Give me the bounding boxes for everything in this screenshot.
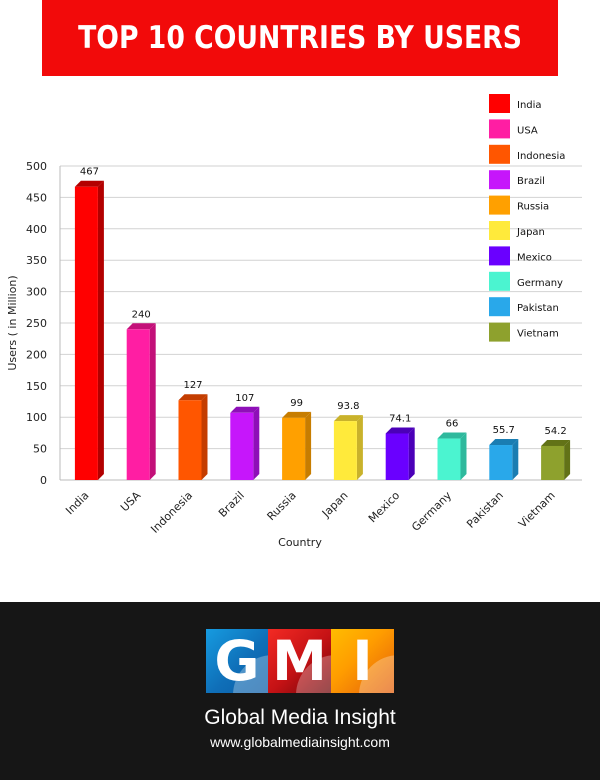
bar-side-india	[97, 180, 104, 480]
x-tick-label-india: India	[63, 489, 91, 517]
bar-india	[74, 186, 98, 480]
bar-russia	[282, 417, 306, 480]
bar-top-indonesia	[178, 394, 208, 401]
y-tick-label-500: 500	[26, 160, 47, 173]
data-label-usa: 240	[132, 309, 151, 320]
data-label-indonesia: 127	[183, 380, 202, 391]
y-tick-label-50: 50	[33, 443, 47, 456]
y-tick-label-100: 100	[26, 411, 47, 424]
y-tick-label-250: 250	[26, 317, 47, 330]
logo-letter-g-text: G	[214, 629, 260, 693]
legend-label-brazil: Brazil	[517, 176, 545, 187]
y-tick-label-400: 400	[26, 223, 47, 236]
legend-label-germany: Germany	[517, 278, 563, 289]
legend-label-japan: Japan	[516, 227, 545, 238]
x-tick-label-vietnam: Vietnam	[516, 489, 558, 531]
y-tick-label-200: 200	[26, 348, 47, 361]
bar-side-japan	[356, 415, 363, 480]
data-label-russia: 99	[290, 398, 303, 409]
legend-swatch-vietnam	[489, 322, 510, 342]
bar-top-usa	[126, 323, 156, 330]
bar-top-vietnam	[541, 439, 571, 446]
bar-germany	[437, 438, 461, 480]
data-label-germany: 66	[446, 419, 459, 430]
bar-mexico	[385, 433, 409, 480]
bar-top-japan	[333, 415, 363, 422]
x-tick-label-indonesia: Indonesia	[148, 489, 195, 536]
bar-side-vietnam	[564, 439, 571, 480]
data-label-pakistan: 55.7	[493, 425, 515, 436]
brand-url-link[interactable]: www.globalmediainsight.com	[210, 734, 390, 750]
bar-top-pakistan	[489, 439, 519, 446]
legend-label-vietnam: Vietnam	[517, 329, 559, 340]
legend-swatch-japan	[489, 221, 510, 240]
data-label-india: 467	[80, 167, 99, 178]
logo-letter-i: I	[331, 629, 394, 693]
y-tick-label-450: 450	[26, 191, 47, 204]
logo-letter-g: G	[206, 629, 268, 693]
logo-letter-i-text: I	[352, 629, 373, 693]
x-tick-label-japan: Japan	[319, 489, 351, 521]
legend-swatch-pakistan	[489, 297, 510, 317]
bar-usa	[126, 329, 150, 480]
y-axis-title: Users ( in Million)	[6, 275, 19, 370]
x-tick-label-germany: Germany	[409, 489, 454, 534]
bar-top-brazil	[230, 406, 260, 413]
bar-pakistan	[489, 445, 513, 480]
x-tick-label-russia: Russia	[265, 489, 299, 523]
brand-name: Global Media Insight	[204, 706, 396, 729]
legend-label-usa: USA	[517, 125, 538, 136]
bar-top-germany	[437, 432, 467, 439]
x-tick-label-pakistan: Pakistan	[464, 489, 506, 531]
logo-letter-m: M	[268, 629, 331, 693]
legend-swatch-usa	[489, 119, 510, 139]
legend-swatch-russia	[489, 195, 510, 215]
data-label-japan: 93.8	[337, 401, 359, 412]
legend-label-mexico: Mexico	[517, 252, 552, 263]
legend-swatch-germany	[489, 271, 510, 291]
users-bar-chart: 0 50 100 150 200 250 300 350 400 450 500 467 India 24…	[6, 94, 582, 549]
legend-label-indonesia: Indonesia	[517, 151, 565, 162]
bar-side-indonesia	[201, 394, 208, 480]
legend-swatch-brazil	[489, 170, 510, 190]
bar-brazil	[230, 412, 254, 480]
legend-label-russia: Russia	[517, 202, 549, 213]
legend-swatch-mexico	[489, 246, 510, 266]
x-tick-label-mexico: Mexico	[366, 489, 403, 526]
x-tick-label-usa: USA	[118, 489, 144, 515]
bar-japan	[333, 421, 357, 480]
legend-swatch-india	[489, 94, 510, 113]
bar-vietnam	[541, 445, 565, 480]
y-tick-label-350: 350	[26, 254, 47, 267]
legend-label-pakistan: Pakistan	[517, 303, 559, 314]
data-label-brazil: 107	[235, 393, 254, 404]
data-label-vietnam: 54.2	[544, 426, 566, 437]
bar-top-mexico	[385, 427, 415, 434]
y-tick-label-300: 300	[26, 286, 47, 299]
legend-label-india: India	[517, 100, 542, 111]
legend-swatch-indonesia	[489, 144, 510, 164]
bar-top-india	[74, 180, 104, 187]
bar-side-usa	[149, 323, 156, 480]
x-axis-title: Country	[278, 536, 322, 549]
bar-top-russia	[282, 411, 312, 418]
bar-side-brazil	[253, 406, 260, 480]
bar-indonesia	[178, 400, 202, 480]
y-tick-label-150: 150	[26, 380, 47, 393]
page-title: TOP 10 COUNTRIES BY USERS	[42, 0, 558, 76]
bar-side-russia	[305, 411, 312, 480]
logo-letter-m-text: M	[272, 629, 327, 693]
chart-area: 0 50 100 150 200 250 300 350 400 450 500 467 India 24…	[0, 76, 600, 602]
data-label-mexico: 74.1	[389, 413, 411, 424]
footer: G M I Global Media Insight www.globalmed…	[0, 602, 600, 780]
bar-side-pakistan	[512, 439, 519, 480]
page-title-text: TOP 10 COUNTRIES BY USERS	[78, 20, 522, 56]
bar-side-germany	[460, 432, 467, 480]
y-tick-label-0: 0	[40, 474, 47, 487]
x-tick-label-brazil: Brazil	[216, 489, 247, 520]
bar-side-mexico	[408, 427, 415, 480]
gmi-logo: G M I	[206, 629, 394, 693]
